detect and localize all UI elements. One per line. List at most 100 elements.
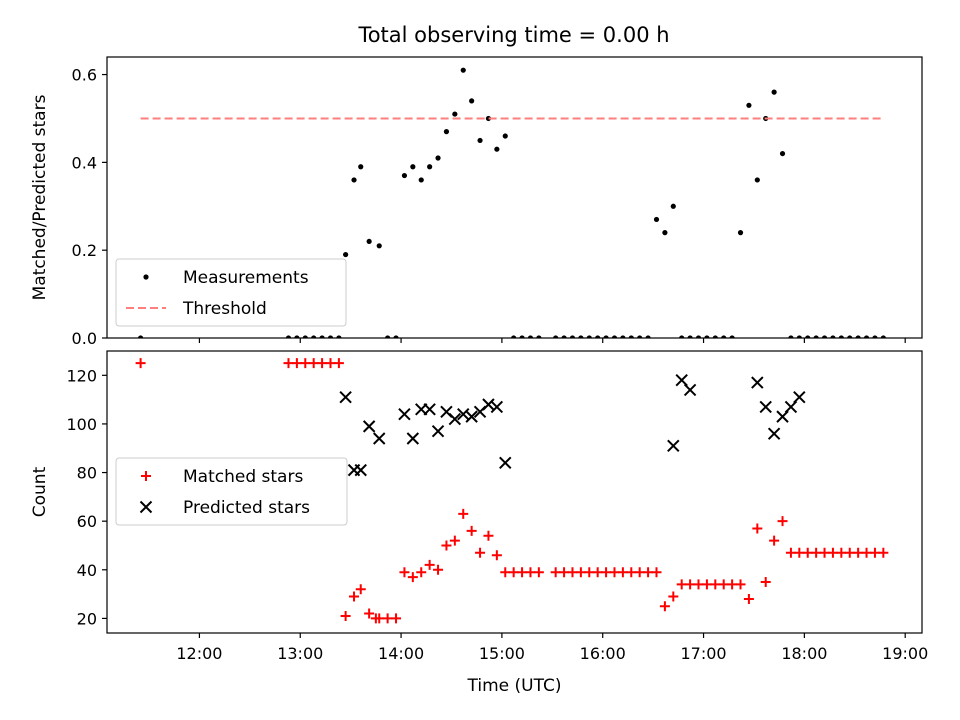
matched-stars-point (424, 559, 435, 570)
measurement-point (611, 335, 618, 338)
matched-stars-point (794, 547, 805, 558)
measurement-point (311, 335, 317, 338)
x-tick-label: 19:00 (882, 644, 928, 663)
matched-stars-point (135, 358, 146, 369)
measurement-point (343, 251, 349, 258)
y-tick-label: 60 (77, 512, 97, 531)
count-panel: 20 40 60 80 100 120 12:00 13:00 14:00 15:00 16:00 1… (30, 350, 928, 696)
matched-stars-point (701, 579, 712, 590)
figure-title: Total observing time = 0.00 h (357, 23, 669, 47)
x-tick-label: 13:00 (277, 644, 323, 663)
measurement-point (620, 335, 626, 338)
predicted-stars-point (362, 420, 376, 433)
matched-stars-point (567, 567, 578, 578)
measurement-point (469, 98, 475, 104)
measurement-point (628, 335, 634, 338)
matched-stars-point (609, 567, 620, 578)
matched-stars-point (802, 547, 813, 558)
measurement-point (754, 177, 760, 183)
measurement-point (351, 177, 357, 183)
measurement-point (637, 335, 643, 338)
legend-matched-swatch (141, 471, 151, 481)
x-tick-label: 15:00 (479, 644, 525, 663)
measurement-point (401, 172, 408, 179)
matched-stars-point (550, 567, 561, 578)
matched-stars-point (819, 547, 830, 558)
measurement-point (687, 335, 693, 338)
legend-box (115, 457, 348, 526)
predicted-stars-point (767, 427, 781, 440)
measurement-point (302, 335, 308, 338)
measurement-point (788, 335, 794, 338)
matched-stars-point (727, 579, 738, 590)
measurement-point (679, 335, 685, 338)
measurement-point (872, 335, 878, 338)
matched-stars-point (508, 567, 519, 578)
measurement-point (838, 335, 844, 338)
measurement-point (729, 335, 735, 338)
y-tick-label: 40 (77, 561, 97, 580)
matched-stars-point (710, 579, 721, 590)
matched-stars-point (853, 547, 864, 558)
measurement-point (358, 164, 364, 170)
ratio-panel: 0.0 0.2 0.4 0.6 Matched/Predicted stars Measu… (30, 56, 923, 348)
measurement-point (336, 335, 342, 338)
matched-stars-point (382, 613, 393, 624)
matched-stars-point (291, 358, 302, 369)
measurement-point (536, 335, 542, 338)
matched-stars-point (659, 601, 670, 612)
legend-predicted-swatch (139, 500, 153, 514)
measurement-point (385, 335, 391, 338)
x-axis-label: Time (UTC) (467, 676, 562, 696)
y-tick-label: 0.4 (72, 153, 97, 172)
measurement-point (847, 335, 853, 338)
matched-stars-point (458, 508, 469, 519)
matched-stars-point (861, 547, 872, 558)
matched-stars-point (391, 613, 402, 624)
legend: Measurements Threshold (115, 258, 347, 327)
matched-stars-point (878, 547, 889, 558)
measurement-point (670, 203, 676, 209)
measurement-point (880, 335, 886, 338)
matched-stars-point (349, 591, 360, 602)
predicted-stars-point (354, 463, 367, 477)
x-tick-label: 14:00 (378, 644, 424, 663)
matched-stars-point (718, 579, 729, 590)
x-tick-label: 16:00 (580, 644, 626, 663)
predicted-stars-point (406, 432, 420, 445)
matched-stars-point (634, 567, 645, 578)
measurement-point (813, 335, 819, 338)
matched-stars-point (333, 358, 344, 369)
matched-stars-point (317, 358, 328, 369)
predicted-stars-point (751, 376, 764, 389)
measurement-point (393, 335, 399, 338)
matched-stars-point (475, 547, 486, 558)
matched-stars-point (777, 516, 788, 527)
measurement-point (294, 335, 300, 338)
measurement-point (511, 335, 517, 338)
matched-stars-point (491, 550, 502, 561)
measurement-point (796, 335, 802, 338)
measurement-point (805, 335, 811, 338)
matched-stars-point (308, 358, 319, 369)
matched-stars-point (693, 579, 704, 590)
y-tick-label: 100 (66, 415, 97, 434)
legend-label: Matched stars (183, 467, 303, 487)
predicted-stars-point (431, 425, 445, 438)
matched-stars-point (601, 567, 612, 578)
matched-stars-point (433, 564, 444, 575)
matched-stars-point (769, 535, 780, 546)
matched-stars-point (340, 610, 351, 621)
legend-label: Threshold (182, 299, 267, 319)
measurement-point (285, 335, 292, 338)
measurement-point (695, 335, 702, 338)
legend-measurement-swatch (143, 274, 149, 280)
matched-stars-point (752, 523, 763, 534)
measurement-point (603, 335, 609, 338)
predicted-stars-point (667, 439, 680, 453)
predicted-stars-point (759, 400, 772, 414)
measurement-point (569, 335, 576, 338)
matched-stars-point (743, 593, 754, 604)
y-tick-label: 0.0 (72, 329, 97, 348)
matched-stars-point (517, 567, 528, 578)
